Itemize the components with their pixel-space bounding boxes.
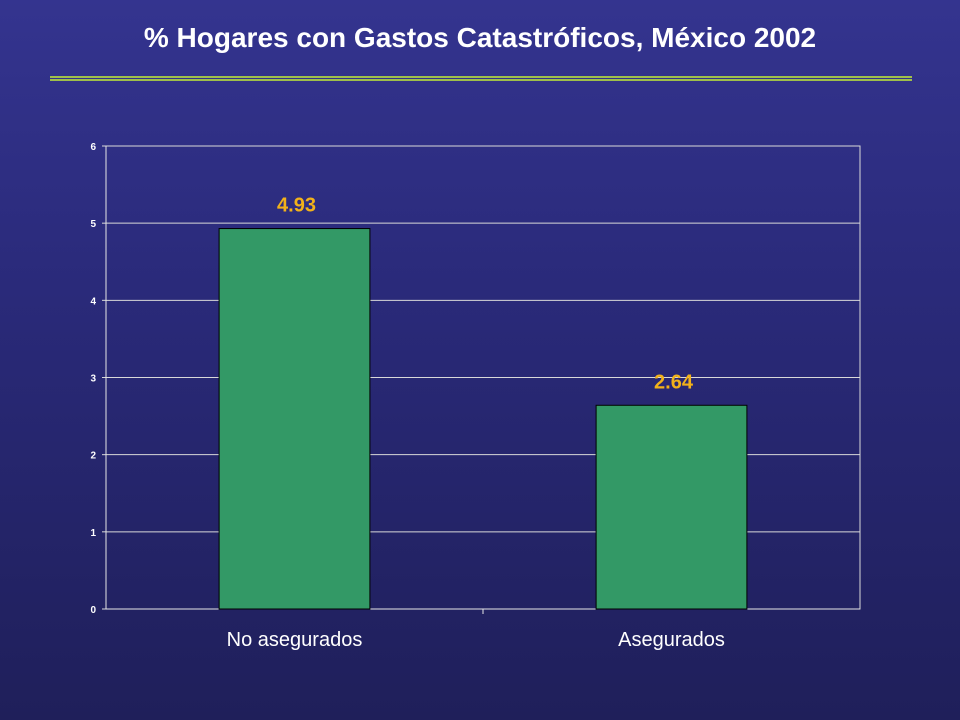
- title-underline: [50, 76, 912, 81]
- y-tick-label: 6: [90, 142, 96, 153]
- category-label: No asegurados: [227, 629, 363, 651]
- chart-title: % Hogares con Gastos Catastróficos, Méxi…: [143, 22, 817, 53]
- y-tick-label: 0: [90, 605, 96, 616]
- y-tick-label: 4: [90, 296, 96, 307]
- bar: [218, 228, 371, 610]
- data-label: 2.64: [654, 371, 694, 393]
- bar: [595, 404, 748, 610]
- y-tick-label: 5: [90, 219, 96, 230]
- y-tick-label: 3: [90, 374, 96, 385]
- y-tick-label: 1: [90, 528, 96, 539]
- data-label: 4.93: [277, 195, 316, 217]
- category-label: Asegurados: [618, 629, 725, 651]
- y-tick-label: 2: [90, 451, 96, 462]
